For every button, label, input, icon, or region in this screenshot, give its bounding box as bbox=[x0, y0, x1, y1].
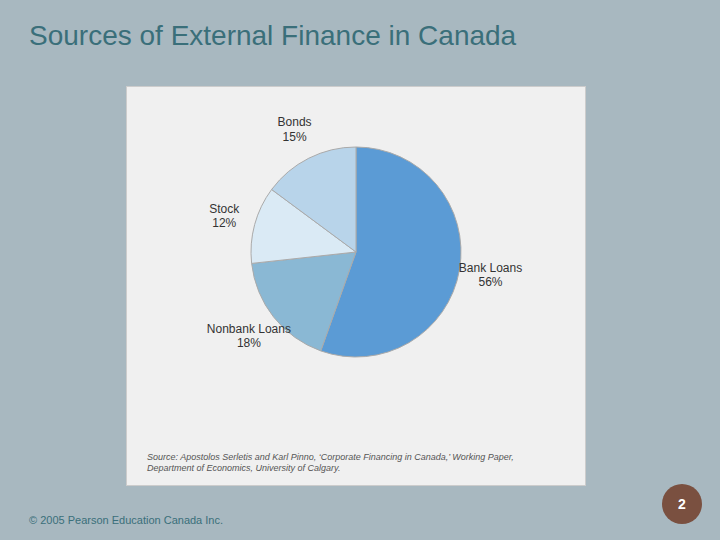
html-text:2: 2 bbox=[678, 496, 686, 512]
html-text:© 2005 Pearson Education Canad: © 2005 Pearson Education Canada Inc. bbox=[29, 514, 223, 526]
html-text:Source: Apostolos Serletis and: Source: Apostolos Serletis and Karl Pinn… bbox=[147, 451, 514, 462]
svg-text:Bank Loans56%: Bank Loans56% bbox=[459, 261, 522, 289]
svg-text:Stock12%: Stock12% bbox=[209, 202, 240, 230]
svg-text:Bonds15%: Bonds15% bbox=[278, 115, 312, 143]
html-text:Department of Economics, Unive: Department of Economics, University of C… bbox=[147, 463, 341, 474]
html-text:Sources of External Finance in: Sources of External Finance in Canada bbox=[29, 20, 517, 51]
svg-text:Nonbank Loans18%: Nonbank Loans18% bbox=[207, 322, 291, 350]
